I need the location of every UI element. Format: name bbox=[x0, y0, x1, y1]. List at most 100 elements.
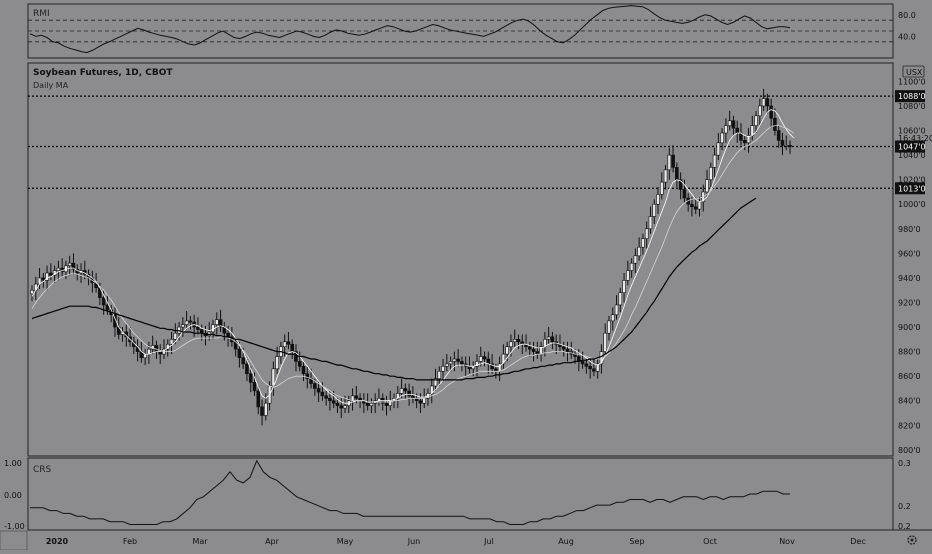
x-axis-label: Nov bbox=[779, 537, 795, 546]
candle-body bbox=[709, 167, 713, 180]
rmi-line bbox=[29, 5, 791, 54]
candle-body bbox=[716, 142, 721, 156]
settings-icon[interactable] bbox=[907, 535, 917, 545]
candle-body bbox=[30, 289, 34, 295]
candle-body bbox=[467, 366, 472, 370]
candle-body bbox=[490, 363, 494, 370]
candle-body bbox=[184, 320, 189, 325]
price-level-badge bbox=[895, 140, 925, 153]
candle-body bbox=[316, 388, 321, 393]
candle-body bbox=[633, 255, 638, 264]
candle-body bbox=[482, 356, 487, 360]
ma-slow-line bbox=[31, 197, 757, 381]
candle-body bbox=[237, 348, 242, 359]
candle-body bbox=[41, 277, 46, 281]
x-axis-label: Mar bbox=[192, 537, 208, 546]
x-axis-label: Jun bbox=[407, 537, 421, 546]
panel-crs-frame bbox=[27, 457, 894, 531]
candle-body bbox=[652, 203, 657, 217]
candle-body bbox=[641, 238, 645, 248]
candle-body bbox=[214, 319, 219, 325]
price-tick-label: 820'0 bbox=[898, 421, 921, 430]
x-axis-label: Dec bbox=[850, 537, 865, 546]
x-axis-label: Aug bbox=[558, 537, 574, 546]
candle-body bbox=[196, 326, 200, 330]
crs-right-tick: 0.3 bbox=[898, 459, 911, 468]
price-title: Soybean Futures, 1D, CBOT bbox=[33, 68, 173, 78]
candle-body bbox=[248, 373, 253, 383]
candle-body bbox=[105, 304, 110, 311]
corner-box bbox=[0, 530, 28, 551]
candle-body bbox=[256, 390, 261, 408]
candle-body bbox=[422, 397, 426, 404]
crs-left-tick: 1.00 bbox=[4, 459, 22, 468]
candle-body bbox=[245, 363, 249, 375]
candle-body bbox=[678, 179, 683, 190]
candle-body bbox=[761, 98, 766, 107]
price-tick-label: 960'0 bbox=[898, 249, 921, 258]
price-level-badge bbox=[895, 182, 925, 195]
candle-body bbox=[509, 341, 513, 347]
price-level-label: 1047'0 bbox=[898, 143, 926, 152]
candle-body bbox=[188, 320, 193, 323]
panel-price-frame bbox=[27, 62, 894, 457]
candle-body bbox=[286, 341, 291, 345]
candle-body bbox=[746, 135, 751, 144]
rmi-title: RMI bbox=[33, 9, 50, 19]
candle-body bbox=[561, 346, 566, 350]
candle-body bbox=[659, 181, 664, 195]
candle-body bbox=[626, 270, 630, 281]
candle-body bbox=[305, 373, 310, 379]
candle-body bbox=[501, 353, 506, 365]
candle-body bbox=[644, 228, 649, 239]
candle-body bbox=[282, 341, 287, 347]
candle-body bbox=[211, 324, 215, 333]
crs-left-tick: 0.00 bbox=[4, 491, 22, 500]
candle-body bbox=[143, 353, 147, 359]
candle-body bbox=[595, 363, 600, 372]
gear-center bbox=[910, 538, 914, 542]
candle-body bbox=[663, 169, 668, 183]
price-tick-label: 880'0 bbox=[898, 348, 921, 357]
candle-body bbox=[471, 366, 476, 370]
candle-body bbox=[550, 336, 555, 343]
candle-body bbox=[671, 154, 675, 168]
price-tick-label: 1040'0 bbox=[898, 151, 926, 160]
candle-body bbox=[690, 203, 694, 207]
candle-body bbox=[667, 154, 672, 171]
crs-right-tick: 0.2 bbox=[898, 522, 911, 531]
candle-body bbox=[452, 358, 457, 362]
candle-body bbox=[448, 361, 453, 365]
candle-body bbox=[584, 363, 589, 367]
candle-body bbox=[173, 332, 178, 340]
candle-body bbox=[527, 346, 532, 350]
candle-body bbox=[335, 402, 340, 406]
candle-body bbox=[169, 339, 174, 345]
candle-body bbox=[731, 120, 736, 129]
gear-outer bbox=[907, 535, 917, 545]
currency-badge bbox=[902, 65, 925, 78]
candle-body bbox=[765, 98, 770, 107]
candle-body bbox=[67, 262, 72, 266]
candle-body bbox=[592, 368, 596, 372]
candle-body bbox=[727, 120, 732, 126]
candle-body bbox=[460, 361, 464, 365]
candle-body bbox=[301, 366, 306, 375]
candle-body bbox=[546, 336, 551, 340]
candle-body bbox=[49, 272, 53, 276]
candle-body bbox=[56, 267, 61, 271]
panel-rmi-frame bbox=[27, 3, 894, 59]
candle-body bbox=[648, 216, 653, 230]
candle-body bbox=[271, 368, 276, 387]
candle-body bbox=[505, 346, 509, 355]
candle-body bbox=[290, 343, 295, 352]
candle-body bbox=[297, 361, 302, 367]
x-axis-label: Oct bbox=[703, 537, 717, 546]
candle-body bbox=[742, 140, 747, 144]
candle-body bbox=[614, 304, 619, 316]
candle-body bbox=[629, 262, 634, 271]
price-tick-label: 980'0 bbox=[898, 225, 921, 234]
crs-title: CRS bbox=[33, 465, 52, 475]
